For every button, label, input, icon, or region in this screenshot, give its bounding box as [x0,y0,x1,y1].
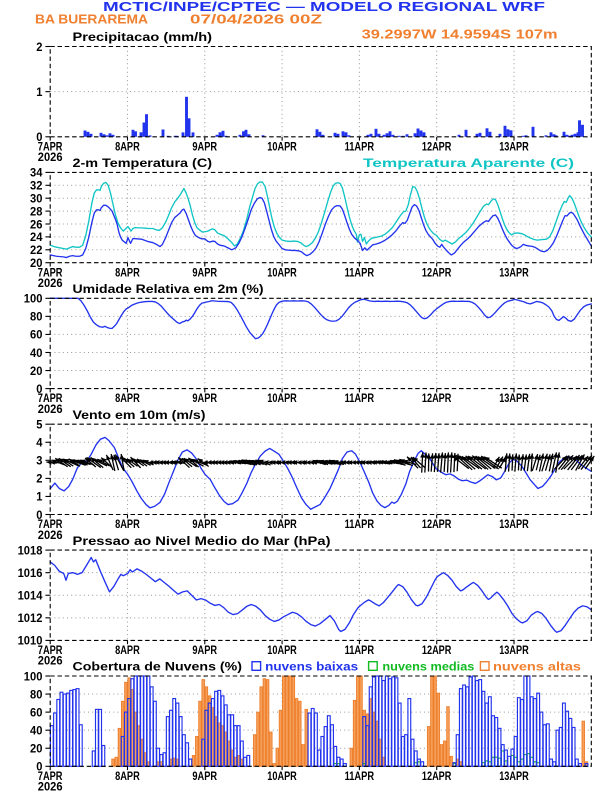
svg-text:80: 80 [30,310,43,324]
svg-text:13APR: 13APR [499,769,529,783]
svg-text:9APR: 9APR [192,391,217,405]
svg-text:8APR: 8APR [115,391,140,405]
svg-text:8APR: 8APR [115,769,140,783]
svg-text:13APR: 13APR [499,517,529,531]
svg-text:10APR: 10APR [267,139,297,153]
svg-text:60: 60 [30,705,43,719]
svg-text:Temperatura Aparente (C): Temperatura Aparente (C) [363,156,574,170]
svg-text:2026: 2026 [38,780,63,792]
svg-text:10APR: 10APR [267,517,297,531]
svg-text:40: 40 [30,724,43,738]
svg-text:2026: 2026 [38,150,63,164]
svg-text:12APR: 12APR [422,769,452,783]
svg-text:9APR: 9APR [192,643,217,657]
svg-text:11APR: 11APR [345,517,375,531]
svg-text:1014: 1014 [18,589,43,603]
svg-text:11APR: 11APR [345,139,375,153]
svg-text:10APR: 10APR [267,391,297,405]
svg-text:13APR: 13APR [499,265,529,279]
svg-text:1012: 1012 [18,611,43,625]
svg-text:8APR: 8APR [115,139,140,153]
svg-text:9APR: 9APR [192,265,217,279]
svg-text:1: 1 [36,85,42,99]
svg-text:8APR: 8APR [115,643,140,657]
svg-text:34: 34 [30,166,43,180]
svg-text:20: 20 [30,364,43,378]
svg-text:1018: 1018 [18,543,43,557]
svg-text:nuvens baixas: nuvens baixas [265,660,358,674]
svg-text:12APR: 12APR [422,265,452,279]
svg-text:Vento em 10m (m/s): Vento em 10m (m/s) [73,408,206,422]
svg-text:9APR: 9APR [192,769,217,783]
svg-text:10APR: 10APR [267,769,297,783]
svg-text:13APR: 13APR [499,643,529,657]
svg-text:2: 2 [36,40,42,54]
svg-text:13APR: 13APR [499,391,529,405]
svg-text:40: 40 [30,346,43,360]
svg-text:3: 3 [36,454,42,468]
svg-text:2: 2 [36,472,42,486]
svg-text:2-m Temperatura (C): 2-m Temperatura (C) [73,156,213,170]
svg-text:32: 32 [30,179,43,193]
svg-text:26: 26 [30,217,43,231]
svg-text:Precipitacao (mm/h): Precipitacao (mm/h) [73,30,213,44]
svg-text:2026: 2026 [38,654,63,668]
svg-text:10APR: 10APR [267,265,297,279]
svg-text:8APR: 8APR [115,517,140,531]
svg-text:12APR: 12APR [422,391,452,405]
svg-text:2026: 2026 [38,402,63,416]
svg-text:Umidade Relativa em 2m (%): Umidade Relativa em 2m (%) [73,282,264,296]
svg-text:nuvens medias: nuvens medias [382,660,474,674]
svg-text:Cobertura de Nuvens (%): Cobertura de Nuvens (%) [73,660,243,674]
svg-text:9APR: 9APR [192,139,217,153]
svg-text:nuvens altas: nuvens altas [493,660,581,674]
svg-text:07/04/2026 00Z: 07/04/2026 00Z [190,13,323,27]
svg-text:100: 100 [24,669,43,683]
svg-text:10APR: 10APR [267,643,297,657]
svg-text:11APR: 11APR [345,643,375,657]
svg-text:BA BUERAREMA: BA BUERAREMA [35,13,148,27]
svg-text:MCTIC/INPE/CPTEC — MODELO REGI: MCTIC/INPE/CPTEC — MODELO REGIONAL WRF [103,0,546,14]
svg-text:12APR: 12APR [422,139,452,153]
svg-text:80: 80 [30,687,43,701]
svg-text:22: 22 [30,243,43,257]
svg-text:13APR: 13APR [499,139,529,153]
svg-text:4: 4 [36,436,42,450]
svg-text:39.2997W 14.9594S 107m: 39.2997W 14.9594S 107m [362,27,558,41]
svg-text:28: 28 [30,204,43,218]
svg-text:60: 60 [30,328,43,342]
svg-text:5: 5 [36,418,42,432]
svg-text:20: 20 [30,742,43,756]
svg-text:12APR: 12APR [422,643,452,657]
svg-text:11APR: 11APR [345,391,375,405]
svg-text:1: 1 [36,490,42,504]
svg-text:11APR: 11APR [345,769,375,783]
svg-text:24: 24 [30,230,43,244]
svg-text:Pressao ao Nivel Medio do Mar: Pressao ao Nivel Medio do Mar (hPa) [73,534,331,548]
svg-text:9APR: 9APR [192,517,217,531]
svg-text:2026: 2026 [38,276,63,290]
svg-text:1016: 1016 [18,566,43,580]
svg-text:11APR: 11APR [345,265,375,279]
svg-text:2026: 2026 [38,528,63,542]
svg-text:12APR: 12APR [422,517,452,531]
svg-text:8APR: 8APR [115,265,140,279]
svg-text:100: 100 [24,292,43,306]
svg-text:30: 30 [30,192,43,206]
